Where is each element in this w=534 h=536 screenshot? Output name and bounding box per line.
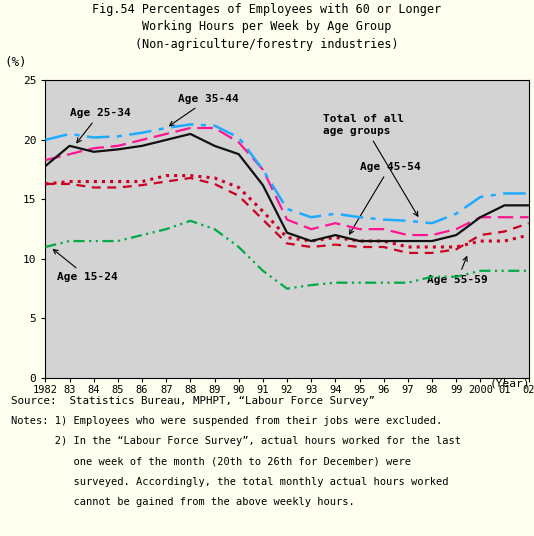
Text: Total of all
age groups: Total of all age groups (323, 114, 418, 216)
Text: Source:  Statistics Bureau, MPHPT, “Labour Force Survey”: Source: Statistics Bureau, MPHPT, “Labou… (11, 396, 375, 406)
Text: one week of the month (20th to 26th for December) were: one week of the month (20th to 26th for … (11, 457, 411, 467)
Text: (Year): (Year) (489, 379, 530, 389)
Text: (%): (%) (4, 56, 27, 69)
Text: (Non-agriculture/forestry industries): (Non-agriculture/forestry industries) (135, 38, 399, 51)
Text: Age 25-34: Age 25-34 (69, 108, 130, 143)
Text: Working Hours per Week by Age Group: Working Hours per Week by Age Group (143, 20, 391, 33)
Text: cannot be gained from the above weekly hours.: cannot be gained from the above weekly h… (11, 497, 355, 508)
Text: Fig.54 Percentages of Employees with 60 or Longer: Fig.54 Percentages of Employees with 60 … (92, 3, 442, 16)
Text: Age 55-59: Age 55-59 (427, 257, 488, 285)
Text: Age 35-44: Age 35-44 (169, 94, 239, 126)
Text: Age 15-24: Age 15-24 (53, 250, 118, 282)
Text: Age 45-54: Age 45-54 (349, 162, 420, 234)
Text: surveyed. Accordingly, the total monthly actual hours worked: surveyed. Accordingly, the total monthly… (11, 477, 448, 487)
Text: Notes: 1) Employees who were suspended from their jobs were excluded.: Notes: 1) Employees who were suspended f… (11, 416, 442, 426)
Text: 2) In the “Labour Force Survey”, actual hours worked for the last: 2) In the “Labour Force Survey”, actual … (11, 436, 461, 446)
